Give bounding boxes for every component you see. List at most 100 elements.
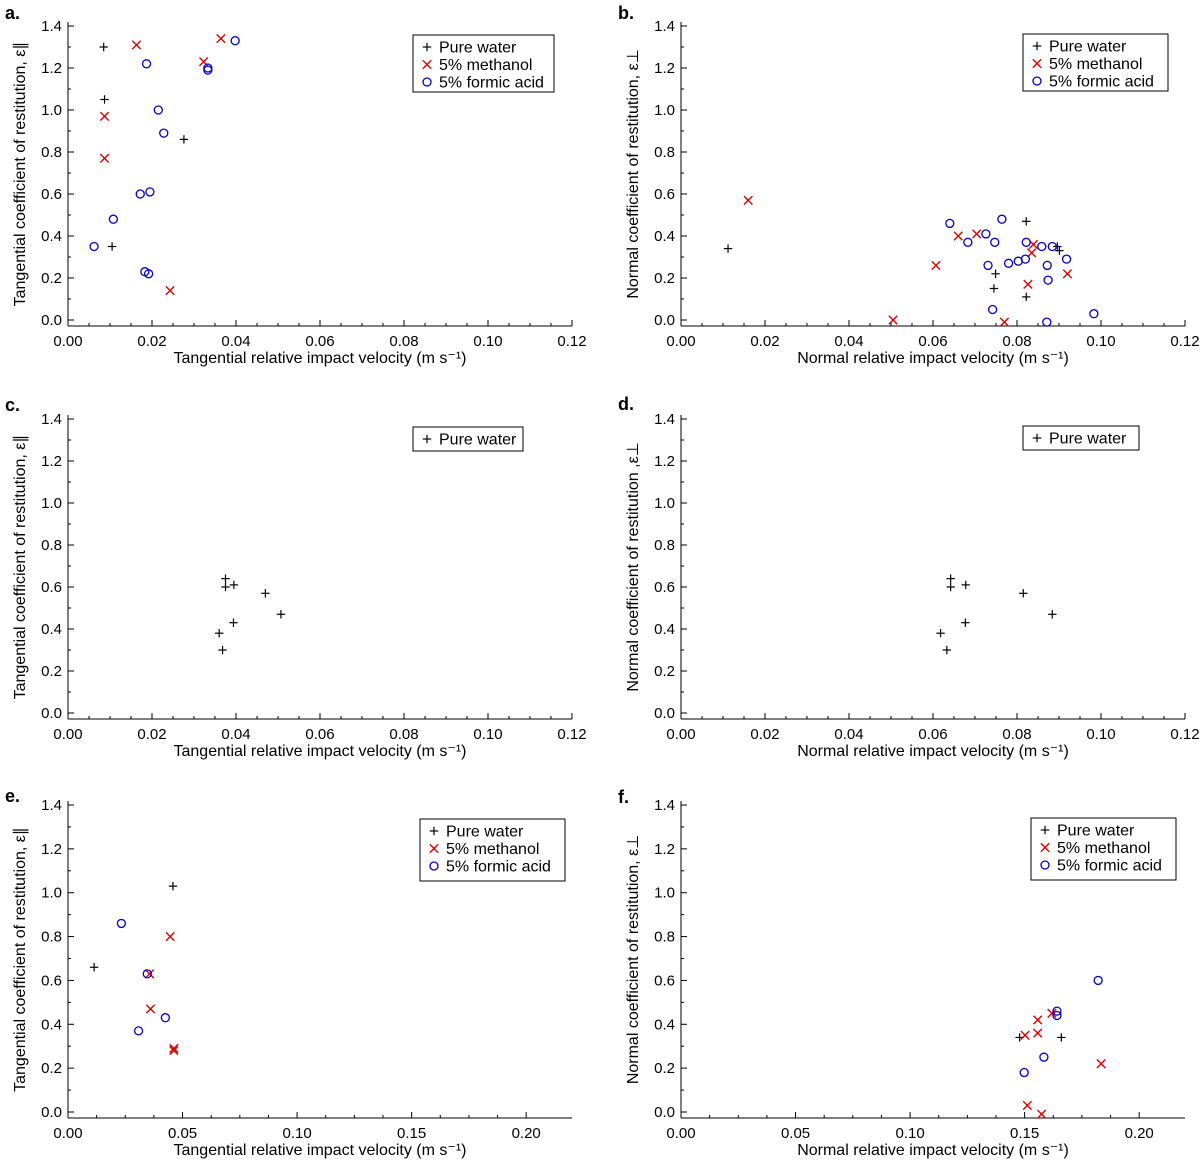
legend: Pure water bbox=[1022, 425, 1140, 451]
y-tick-label: 0.2 bbox=[41, 270, 62, 287]
y-tick-label: 0.0 bbox=[41, 705, 62, 722]
x-tick-label: 0.20 bbox=[1125, 1125, 1154, 1142]
point-mark-ring bbox=[135, 189, 145, 199]
data-point-water bbox=[946, 574, 955, 583]
x-tick-label: 0.06 bbox=[918, 726, 947, 743]
point-mark-ring bbox=[1042, 260, 1052, 271]
y-tick-label: 0.2 bbox=[654, 663, 675, 680]
legend-mark-ring bbox=[422, 77, 432, 87]
data-point-form bbox=[160, 1013, 171, 1023]
legend-label: 5% methanol bbox=[446, 841, 539, 858]
legend-mark-ring bbox=[429, 861, 439, 871]
point-mark-d2 bbox=[131, 40, 142, 50]
y-tick-label: 1.0 bbox=[41, 885, 62, 902]
y-tick-label: 1.0 bbox=[41, 102, 62, 119]
data-point-form bbox=[133, 1026, 144, 1036]
panel-b: 0.00 0.02 0.04 0.06 0.08 0.10 0.12 0.0 0.2 0.4 0.6… bbox=[618, 3, 1200, 367]
point-mark-ring bbox=[945, 218, 955, 229]
y-tick-label: 0.6 bbox=[654, 579, 675, 596]
y-tick-label: 0.2 bbox=[41, 663, 62, 680]
data-point-water bbox=[221, 582, 230, 592]
y-axis-label: Normal coefficient of restitution, ε⊥ bbox=[625, 835, 642, 1084]
legend-mark-d2 bbox=[1040, 842, 1050, 853]
y-tick-label: 1.4 bbox=[654, 411, 675, 428]
y-tick-label: 1.4 bbox=[41, 411, 62, 428]
point-mark-d2 bbox=[169, 1043, 179, 1054]
legend-entry-meth: 5% methanol bbox=[1040, 840, 1150, 857]
point-mark-d2 bbox=[1032, 1028, 1043, 1038]
x-tick-label: 0.00 bbox=[53, 333, 82, 350]
series-form bbox=[89, 36, 240, 279]
data-point-form bbox=[1047, 241, 1057, 252]
y-tick-label: 0.0 bbox=[654, 1104, 675, 1121]
y-tick-label: 1.2 bbox=[654, 841, 675, 858]
legend-entry-water: Pure water bbox=[429, 824, 524, 841]
x-axis-label: Tangential relative impact velocity (m s… bbox=[174, 350, 467, 367]
data-point-water bbox=[1019, 589, 1028, 598]
x-tick-label: 0.04 bbox=[221, 726, 250, 743]
legend-entry-meth: 5% methanol bbox=[1032, 56, 1142, 73]
data-point-water bbox=[936, 629, 945, 638]
panel-label: a. bbox=[5, 3, 20, 23]
point-mark-ring bbox=[143, 269, 154, 279]
point-mark-ring bbox=[987, 304, 998, 315]
y-tick-label: 0.0 bbox=[654, 705, 675, 722]
legend-label: Pure water bbox=[439, 432, 517, 449]
point-mark-d2 bbox=[1036, 1109, 1047, 1119]
point-mark-ring bbox=[116, 918, 127, 929]
data-point-water bbox=[261, 589, 270, 598]
legend-label: 5% formic acid bbox=[1057, 858, 1162, 875]
series-meth bbox=[743, 195, 1073, 327]
data-point-meth bbox=[145, 1004, 156, 1014]
y-tick-label: 0.4 bbox=[654, 621, 675, 638]
point-mark-ring bbox=[145, 187, 155, 197]
data-point-water bbox=[946, 582, 955, 592]
data-point-meth bbox=[1036, 1109, 1047, 1119]
x-tick-label: 0.06 bbox=[918, 333, 947, 350]
y-tick-label: 1.0 bbox=[41, 495, 62, 512]
x-tick-label: 0.04 bbox=[834, 726, 863, 743]
x-axis-label: Normal relative impact velocity (m s⁻¹) bbox=[797, 743, 1069, 760]
point-mark-d2 bbox=[1023, 279, 1033, 289]
data-point-form bbox=[987, 304, 998, 315]
data-point-meth bbox=[99, 111, 110, 121]
data-point-water bbox=[989, 284, 999, 293]
point-mark-ring bbox=[1052, 1010, 1062, 1021]
x-tick-label: 0.02 bbox=[137, 726, 166, 743]
data-point-water bbox=[1022, 217, 1031, 226]
data-point-water bbox=[1048, 610, 1057, 619]
x-tick-label: 0.00 bbox=[666, 333, 695, 350]
y-axis-label: Normal coefficient of restitution, ε⊥ bbox=[625, 49, 642, 298]
data-point-form bbox=[203, 65, 213, 75]
data-point-form bbox=[1020, 254, 1031, 264]
x-tick-label: 0.10 bbox=[473, 333, 502, 350]
y-tick-label: 0.2 bbox=[41, 1060, 62, 1077]
data-point-water bbox=[229, 618, 238, 627]
data-point-water bbox=[723, 244, 733, 253]
y-tick-label: 0.8 bbox=[41, 144, 62, 161]
y-axis-label: Normal coefficient of restitution ,ε⊥ bbox=[625, 442, 642, 691]
point-mark-ring bbox=[1089, 309, 1099, 319]
point-mark-d2 bbox=[99, 111, 110, 121]
data-point-form bbox=[89, 241, 99, 252]
data-point-water bbox=[107, 242, 117, 251]
data-point-meth bbox=[888, 315, 898, 325]
legend-entry-form: 5% formic acid bbox=[422, 75, 544, 92]
legend-mark-ring bbox=[1032, 76, 1042, 86]
legend-label: 5% formic acid bbox=[1049, 74, 1154, 91]
y-tick-label: 0.8 bbox=[41, 929, 62, 946]
y-axis-label: Tangential coefficient of restitution, ε… bbox=[12, 827, 29, 1092]
y-tick-label: 1.2 bbox=[41, 453, 62, 470]
point-mark-ring bbox=[159, 128, 169, 138]
x-tick-label: 0.12 bbox=[557, 726, 586, 743]
legend-label: Pure water bbox=[439, 40, 517, 57]
point-mark-d2 bbox=[145, 1004, 156, 1014]
point-mark-d2 bbox=[198, 57, 209, 67]
series-form bbox=[945, 214, 1099, 327]
series-meth bbox=[144, 931, 179, 1056]
data-point-form bbox=[945, 218, 955, 229]
legend-label: Pure water bbox=[1049, 39, 1127, 56]
x-tick-label: 0.15 bbox=[397, 1125, 426, 1142]
